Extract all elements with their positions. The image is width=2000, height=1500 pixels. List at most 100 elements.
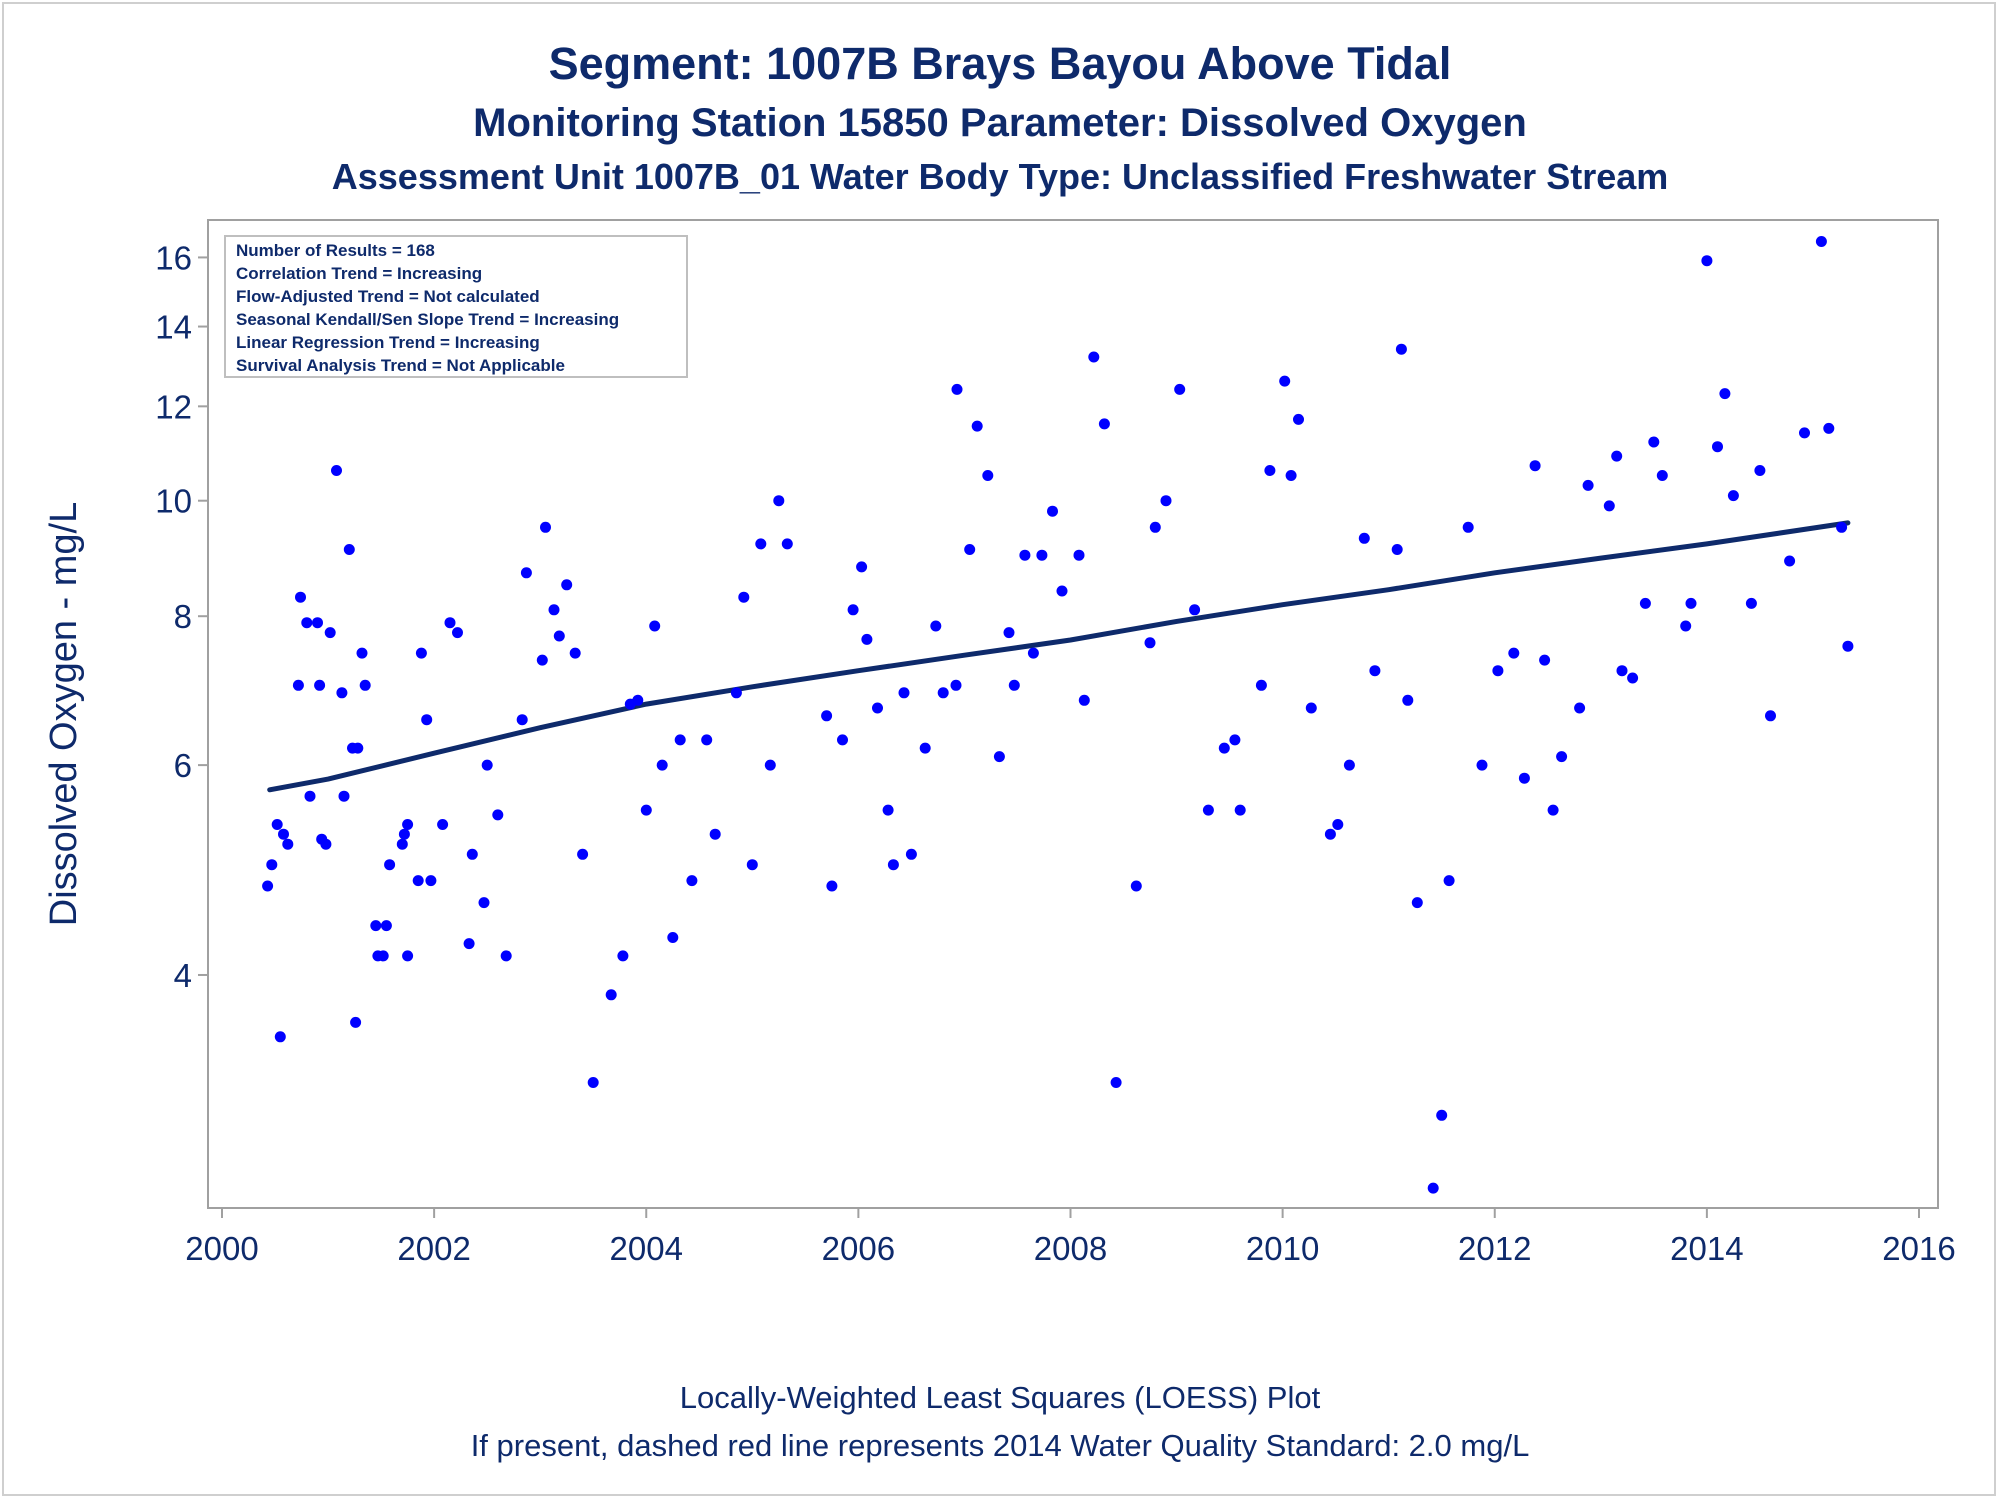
data-point — [1815, 236, 1827, 247]
data-point — [1047, 505, 1058, 517]
data-point — [1255, 679, 1267, 691]
data-point — [577, 848, 589, 860]
x-tick-label: 2008 — [1034, 1230, 1107, 1267]
y-tick-label: 12 — [155, 388, 192, 425]
data-point — [1727, 490, 1739, 502]
data-point — [377, 950, 389, 962]
data-point — [1443, 875, 1455, 887]
data-point — [1343, 759, 1355, 771]
plot-area — [207, 219, 1939, 1209]
data-point — [1616, 665, 1628, 677]
stats-box-frame — [224, 235, 688, 378]
data-point — [1098, 418, 1110, 430]
stats-line: Correlation Trend = Increasing — [236, 264, 482, 283]
data-point — [1324, 828, 1336, 840]
data-point — [1719, 388, 1731, 400]
loess-trend-line — [267, 520, 1851, 793]
data-point — [686, 875, 698, 887]
x-tick-label: 2000 — [185, 1230, 258, 1267]
data-point — [861, 633, 873, 645]
data-point — [950, 679, 962, 691]
data-point — [701, 734, 713, 746]
data-point — [1174, 383, 1186, 395]
data-point — [536, 654, 548, 666]
data-point — [1149, 521, 1161, 533]
data-point — [1279, 375, 1291, 387]
data-point — [1627, 672, 1639, 684]
footnote-standard: If present, dashed red line represents 2… — [470, 1428, 1530, 1463]
data-point — [919, 742, 931, 754]
data-point — [320, 838, 332, 850]
data-point — [295, 591, 306, 603]
data-point — [336, 687, 348, 699]
data-point — [1264, 465, 1276, 476]
x-axis: 2000 2002 2004 2006 2008 2010 2012 2014 2016 — [185, 1208, 1956, 1267]
data-point — [1189, 604, 1201, 616]
data-point — [463, 938, 475, 950]
data-point — [1358, 532, 1370, 544]
chart-title: Segment: 1007B Brays Bayou Above Tidal — [548, 38, 1452, 89]
data-point — [1003, 627, 1015, 639]
data-point — [730, 687, 742, 699]
y-tick-label: 6 — [174, 747, 192, 784]
data-point — [324, 627, 336, 639]
data-point — [587, 1077, 599, 1088]
data-point — [1765, 710, 1776, 722]
data-point — [964, 544, 976, 555]
data-point — [520, 567, 532, 579]
data-point — [553, 630, 565, 642]
data-point — [1648, 436, 1660, 448]
y-tick-label: 8 — [174, 598, 192, 635]
data-point — [402, 819, 414, 830]
data-point — [425, 875, 437, 887]
data-point — [1492, 665, 1504, 677]
data-point — [1218, 742, 1230, 754]
data-point — [1036, 549, 1048, 561]
data-point — [1411, 897, 1423, 909]
data-point — [548, 604, 560, 616]
data-point — [396, 838, 408, 850]
data-point — [898, 687, 910, 699]
data-point — [1518, 772, 1530, 784]
data-points — [262, 236, 1854, 1194]
data-point — [1293, 413, 1304, 425]
data-point — [709, 828, 721, 840]
data-point — [764, 759, 776, 771]
data-point — [540, 521, 551, 533]
data-point — [1754, 465, 1766, 476]
x-tick-label: 2010 — [1246, 1230, 1319, 1267]
data-point — [1110, 1077, 1122, 1088]
data-point — [640, 804, 652, 816]
data-point — [746, 859, 758, 871]
data-point — [755, 538, 767, 550]
data-point — [338, 790, 350, 802]
data-point — [738, 591, 750, 603]
data-point — [1332, 819, 1344, 830]
data-point — [1539, 654, 1551, 666]
trend-line-group — [267, 520, 1851, 793]
y-tick-label: 4 — [174, 957, 192, 994]
data-point — [421, 714, 433, 726]
data-point — [1019, 549, 1031, 561]
data-point — [826, 880, 838, 892]
data-point — [384, 859, 396, 871]
data-point — [481, 759, 493, 771]
data-point — [781, 538, 793, 550]
stats-line: Flow-Adjusted Trend = Not calculated — [236, 287, 540, 306]
data-point — [274, 1031, 286, 1043]
data-point — [674, 734, 686, 746]
data-point — [1656, 470, 1668, 481]
data-point — [312, 617, 323, 629]
data-point — [1574, 702, 1586, 714]
data-point — [1685, 597, 1697, 609]
stats-line: Number of Results = 168 — [236, 241, 435, 260]
data-point — [1823, 422, 1835, 434]
data-point — [632, 694, 644, 706]
data-point — [821, 710, 833, 722]
data-point — [1369, 665, 1381, 677]
data-point — [1234, 804, 1246, 816]
data-point — [380, 920, 392, 932]
data-point — [1842, 640, 1854, 652]
x-tick-label: 2014 — [1670, 1230, 1743, 1267]
